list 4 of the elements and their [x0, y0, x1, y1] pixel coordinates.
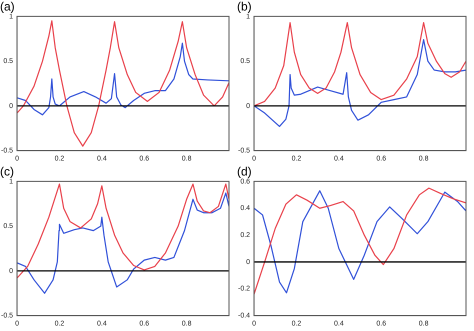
chart-title: (b) — [237, 0, 252, 14]
chart-title: (a) — [0, 0, 15, 14]
chart-title: (c) — [0, 164, 14, 179]
chart-title: (d) — [237, 164, 252, 179]
